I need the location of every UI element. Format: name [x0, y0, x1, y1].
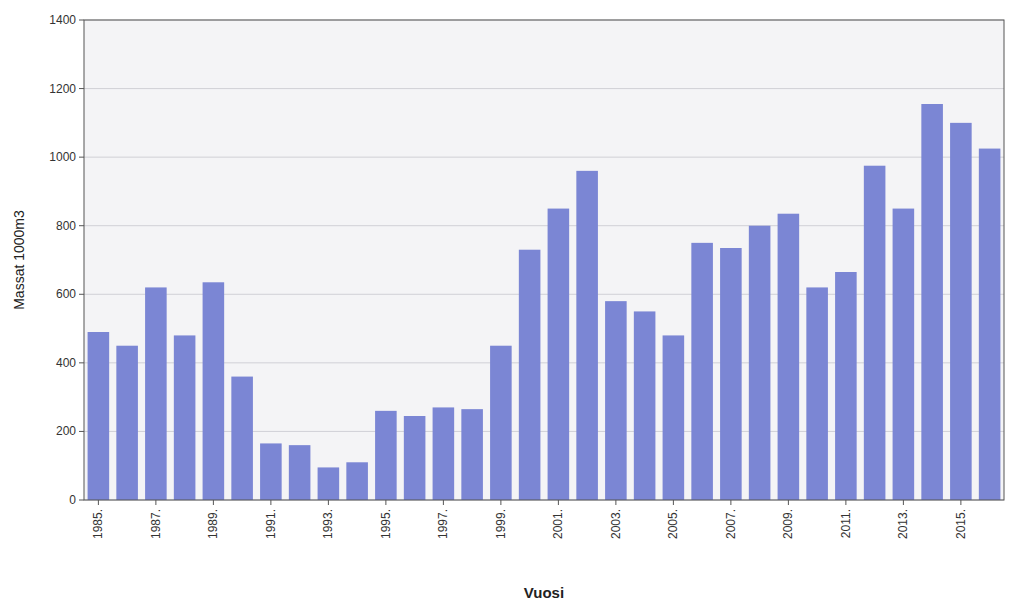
- x-tick: [213, 500, 214, 505]
- x-tick: [270, 500, 271, 505]
- x-tick-label: 2003.: [609, 509, 623, 539]
- bar: [605, 301, 627, 500]
- x-axis-label: Vuosi: [524, 584, 564, 601]
- bar: [950, 123, 972, 500]
- y-tick: [79, 294, 84, 295]
- grid: [84, 20, 1004, 500]
- bar: [145, 287, 167, 500]
- y-axis-label: Massat 1000m3: [11, 210, 27, 310]
- bar: [691, 243, 713, 500]
- bar: [519, 250, 541, 500]
- y-tick-label: 800: [56, 219, 76, 233]
- x-tick: [328, 500, 329, 505]
- bar: [346, 462, 368, 500]
- bar: [375, 411, 397, 500]
- x-tick-label: 1999.: [494, 509, 508, 539]
- bar: [203, 282, 225, 500]
- x-tick: [960, 500, 961, 505]
- bar: [778, 214, 800, 500]
- bar: [548, 209, 570, 500]
- chart-svg: 0 200 400 600 800 1000 1200 1400 1985. 1987. 1989.…: [0, 0, 1024, 612]
- x-tick-label: 1997.: [436, 509, 450, 539]
- y-tick: [79, 225, 84, 226]
- bar: [260, 443, 282, 500]
- grid-line: [84, 157, 1004, 158]
- y-tick: [79, 500, 84, 501]
- x-tick-label: 2013.: [896, 509, 910, 539]
- x-tick: [385, 500, 386, 505]
- x-tick: [903, 500, 904, 505]
- bar: [88, 332, 110, 500]
- x-tick: [98, 500, 99, 505]
- y-tick-label: 400: [56, 356, 76, 370]
- bar: [116, 346, 138, 500]
- chart-container: 0 200 400 600 800 1000 1200 1400 1985. 1987. 1989.…: [0, 0, 1024, 612]
- x-tick-label: 1991.: [264, 509, 278, 539]
- x-tick-label: 2001.: [551, 509, 565, 539]
- x-tick: [730, 500, 731, 505]
- bar: [921, 104, 943, 500]
- y-tick: [79, 431, 84, 432]
- x-tick-label: 2005.: [666, 509, 680, 539]
- x-tick-label: 2009.: [781, 509, 795, 539]
- bar: [720, 248, 742, 500]
- x-tick: [558, 500, 559, 505]
- x-tick: [155, 500, 156, 505]
- y-tick: [79, 362, 84, 363]
- x-tick-label: 2011.: [839, 509, 853, 538]
- bars: [88, 104, 1001, 500]
- x-tick-label: 1995.: [379, 509, 393, 539]
- y-tick-label: 1000: [49, 150, 76, 164]
- grid-line: [84, 88, 1004, 89]
- x-tick: [845, 500, 846, 505]
- bar: [864, 166, 886, 500]
- y-tick-label: 1400: [49, 13, 76, 27]
- y-axis: 0 200 400 600 800 1000 1200 1400: [49, 13, 84, 507]
- x-tick: [443, 500, 444, 505]
- y-tick-label: 600: [56, 287, 76, 301]
- x-tick: [500, 500, 501, 505]
- bar: [490, 346, 512, 500]
- y-tick: [79, 88, 84, 89]
- plot-frame: [84, 20, 1004, 500]
- bar: [806, 287, 828, 500]
- bar: [289, 445, 311, 500]
- bar: [663, 335, 685, 500]
- bar: [979, 149, 1001, 500]
- y-tick-label: 0: [69, 493, 76, 507]
- x-tick: [788, 500, 789, 505]
- bar: [433, 407, 455, 500]
- plot-background: [84, 20, 1004, 500]
- bar: [174, 335, 196, 500]
- bar: [318, 467, 340, 500]
- x-tick-label: 2015.: [954, 509, 968, 539]
- x-tick-label: 1989.: [206, 509, 220, 539]
- x-axis: 1985. 1987. 1989. 1991. 1993. 1995. 1997. 1999.…: [91, 500, 968, 539]
- x-tick-label: 1993.: [321, 509, 335, 539]
- bar: [404, 416, 426, 500]
- y-tick: [79, 20, 84, 21]
- x-tick-label: 2007.: [724, 509, 738, 539]
- y-tick: [79, 157, 84, 158]
- x-tick: [673, 500, 674, 505]
- y-tick-label: 1200: [49, 82, 76, 96]
- bar: [634, 311, 656, 500]
- x-tick-label: 1987.: [149, 509, 163, 539]
- bar: [576, 171, 598, 500]
- bar: [461, 409, 483, 500]
- y-tick-label: 200: [56, 424, 76, 438]
- bar: [835, 272, 857, 500]
- x-tick: [615, 500, 616, 505]
- bar: [749, 226, 771, 500]
- bar: [893, 209, 915, 500]
- x-tick-label: 1985.: [91, 509, 105, 539]
- bar: [231, 377, 253, 500]
